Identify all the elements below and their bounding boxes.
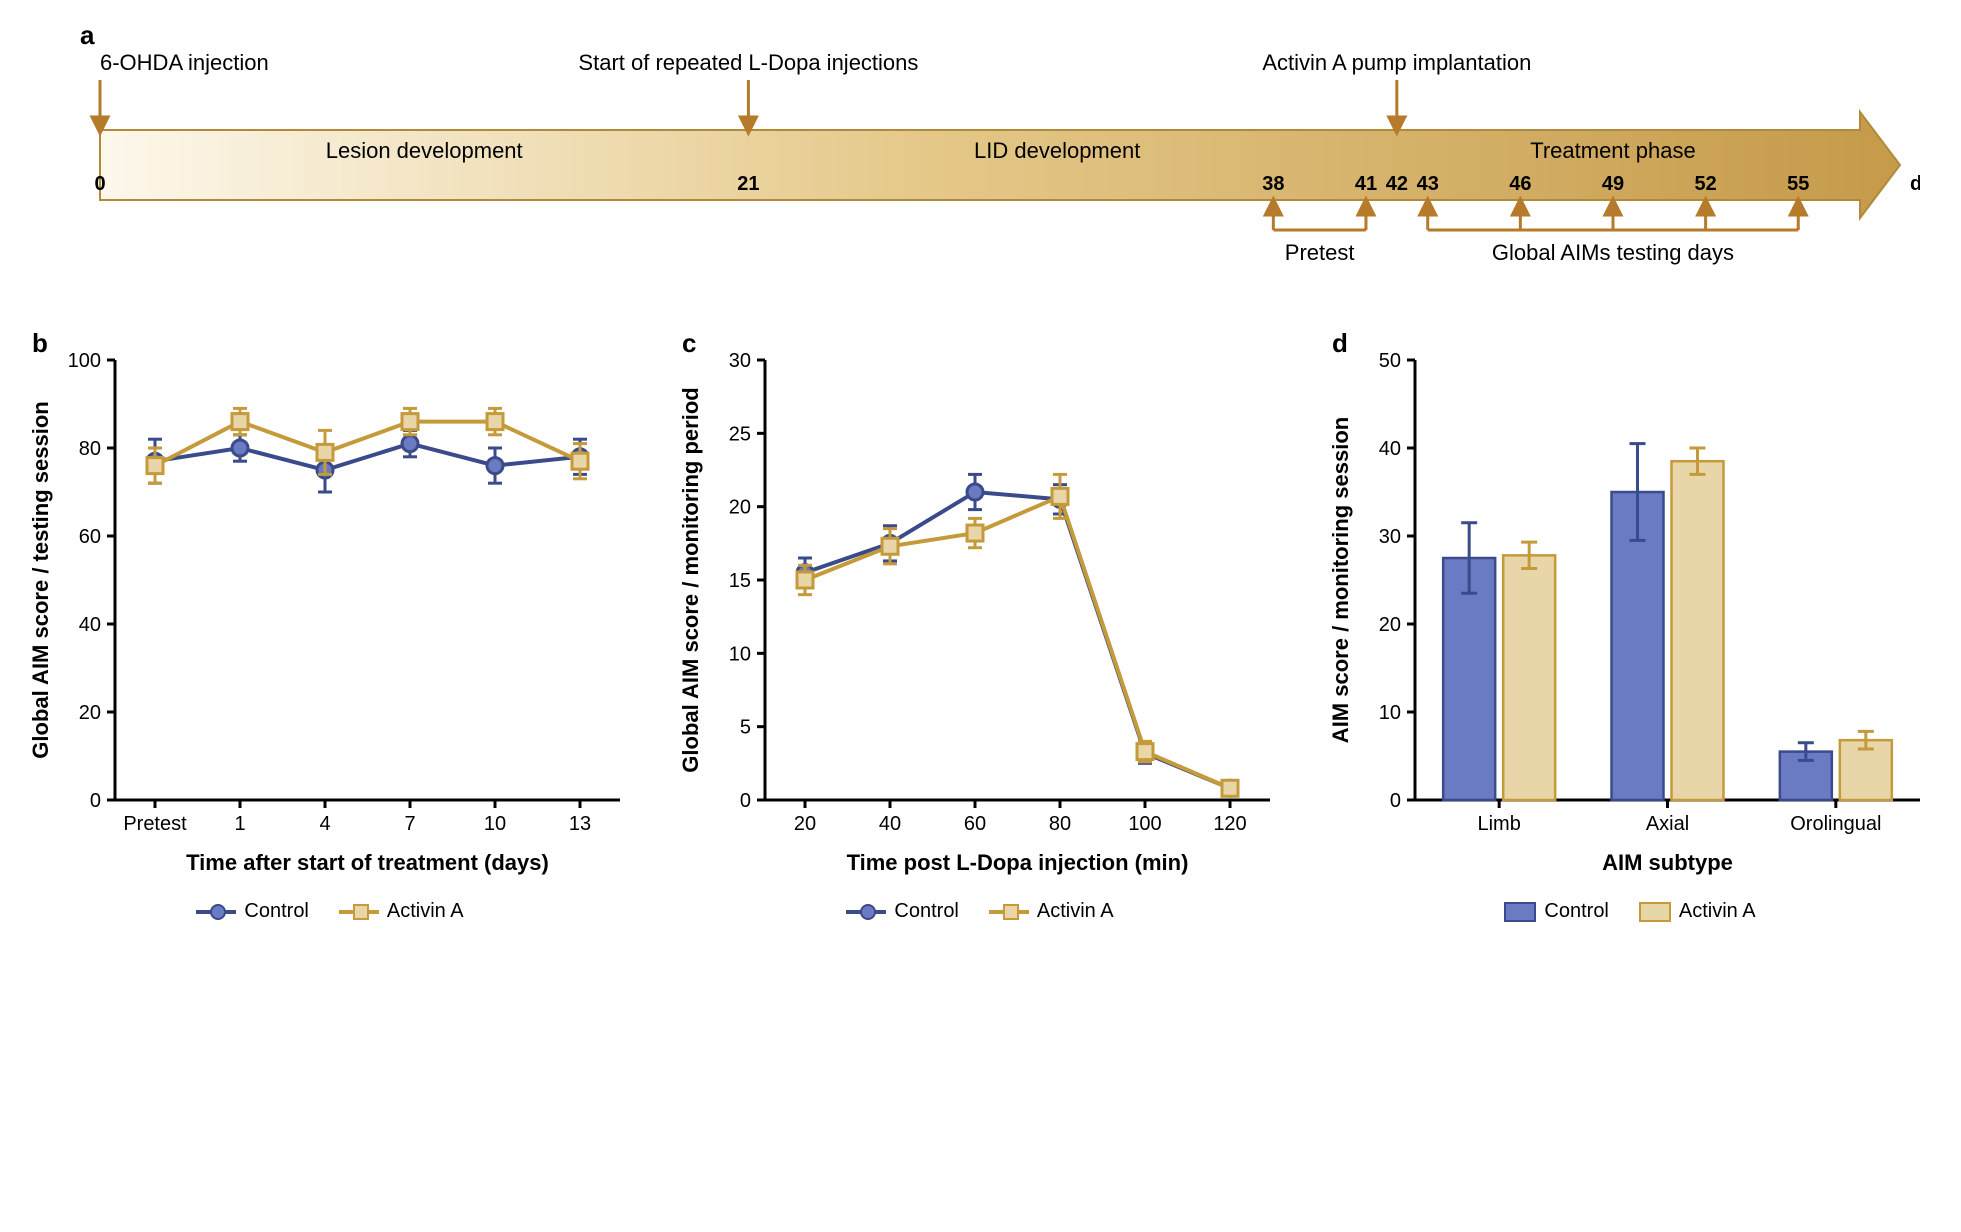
svg-text:b: b [32,330,48,358]
svg-text:80: 80 [79,438,101,460]
svg-text:30: 30 [1379,526,1401,548]
figure-root: a 6-OHDA injectionStart of repeated L-Do… [20,20,1940,923]
panel-d-svg: d 0 10 20 30 40 50 Limb Axial Orolingual AIM subty… [1320,330,1940,890]
svg-text:AIM subtype: AIM subtype [1602,850,1733,875]
svg-text:Global AIMs testing days: Global AIMs testing days [1492,240,1734,265]
svg-text:Activin A pump implantation: Activin A pump implantation [1262,50,1531,75]
legend-label: Control [894,900,958,923]
svg-text:10: 10 [484,813,506,835]
svg-text:7: 7 [404,813,415,835]
svg-text:Axial: Axial [1646,813,1689,835]
svg-text:LID development: LID development [974,138,1140,163]
svg-text:38: 38 [1262,173,1284,195]
svg-text:20: 20 [1379,614,1401,636]
svg-text:60: 60 [964,813,986,835]
panel-d-legend: Control Activin A [1320,900,1940,923]
svg-text:5: 5 [740,717,751,739]
panel-d: d 0 10 20 30 40 50 Limb Axial Orolingual AIM subty… [1320,330,1940,923]
charts-row: b020406080100Pretest1471013Time after st… [20,330,1940,923]
svg-text:10: 10 [1379,702,1401,724]
svg-text:days: days [1910,173,1920,195]
svg-text:4: 4 [319,813,330,835]
panel-c: c 0 5 10 15 20 25 30 20 40 60 80 100 120 Time post L-D… [670,330,1290,923]
svg-text:0: 0 [1390,790,1401,812]
svg-text:40: 40 [879,813,901,835]
svg-text:d: d [1332,330,1348,358]
legend-activin: Activin A [339,900,464,923]
svg-text:20: 20 [79,702,101,724]
legend-control: Control [846,900,958,923]
panel-c-legend: Control Activin A [670,900,1290,923]
svg-text:Lesion development: Lesion development [326,138,523,163]
legend-line-icon [339,910,379,914]
svg-text:0: 0 [740,790,751,812]
svg-text:Treatment phase: Treatment phase [1530,138,1696,163]
timeline-svg: 6-OHDA injection Start of repeated L-Dopa… [40,20,1920,300]
svg-text:Orolingual: Orolingual [1790,813,1881,835]
legend-line-icon [196,910,236,914]
legend-label: Control [244,900,308,923]
panel-b-legend: Control Activin A [20,900,640,923]
svg-text:Global AIM score / monitoring: Global AIM score / monitoring period [678,387,703,772]
svg-text:Pretest: Pretest [1285,240,1355,265]
svg-text:25: 25 [729,423,751,445]
svg-text:21: 21 [737,173,759,195]
svg-text:0: 0 [90,790,101,812]
svg-text:c: c [682,330,696,358]
svg-text:10: 10 [729,643,751,665]
legend-activin: Activin A [1639,900,1756,923]
circle-icon [210,904,226,920]
panel-b-svg: b 0 20 40 60 80 100 Pretest 1 4 7 10 13 Time after st… [20,330,640,890]
legend-label: Control [1544,900,1608,923]
svg-text:46: 46 [1509,173,1531,195]
svg-text:15: 15 [729,570,751,592]
svg-text:40: 40 [1379,438,1401,460]
svg-text:30: 30 [729,350,751,372]
svg-text:43: 43 [1417,173,1439,195]
svg-text:AIM score / monitoring session: AIM score / monitoring session [1328,417,1353,743]
legend-label: Activin A [1679,900,1756,923]
panel-c-svg: c 0 5 10 15 20 25 30 20 40 60 80 100 120 Time post L-D… [670,330,1290,890]
svg-text:50: 50 [1379,350,1401,372]
panel-b: b 0 20 40 60 80 100 Pretest 1 4 7 10 13 Time after st… [20,330,640,923]
svg-text:Pretest: Pretest [123,813,187,835]
svg-text:100: 100 [1128,813,1161,835]
legend-line-icon [989,910,1029,914]
svg-text:20: 20 [729,497,751,519]
svg-text:41: 41 [1355,173,1377,195]
svg-text:Start of repeated L-Dopa injec: Start of repeated L-Dopa injections [578,50,918,75]
svg-text:40: 40 [79,614,101,636]
svg-text:49: 49 [1602,173,1624,195]
legend-control: Control [1504,900,1608,923]
svg-text:Time after start of treatment: Time after start of treatment (days) [186,850,549,875]
svg-text:52: 52 [1694,173,1716,195]
svg-text:13: 13 [569,813,591,835]
svg-text:42: 42 [1386,173,1408,195]
circle-icon [860,904,876,920]
svg-text:0: 0 [94,173,105,195]
svg-text:Global AIM score / testing ses: Global AIM score / testing session [28,401,53,758]
panel-a: a 6-OHDA injectionStart of repeated L-Do… [20,20,1940,300]
legend-label: Activin A [1037,900,1114,923]
svg-text:60: 60 [79,526,101,548]
legend-line-icon [846,910,886,914]
square-icon [1003,904,1019,920]
svg-text:20: 20 [794,813,816,835]
svg-text:80: 80 [1049,813,1071,835]
svg-text:1: 1 [234,813,245,835]
square-icon [353,904,369,920]
square-icon [1639,902,1671,922]
svg-text:Limb: Limb [1477,813,1520,835]
legend-label: Activin A [387,900,464,923]
svg-text:55: 55 [1787,173,1809,195]
legend-control: Control [196,900,308,923]
legend-activin: Activin A [989,900,1114,923]
svg-text:120: 120 [1213,813,1246,835]
svg-text:6-OHDA injection: 6-OHDA injection [100,50,269,75]
svg-text:Time post L-Dopa injection (mi: Time post L-Dopa injection (min) [847,850,1189,875]
svg-text:100: 100 [68,350,101,372]
square-icon [1504,902,1536,922]
